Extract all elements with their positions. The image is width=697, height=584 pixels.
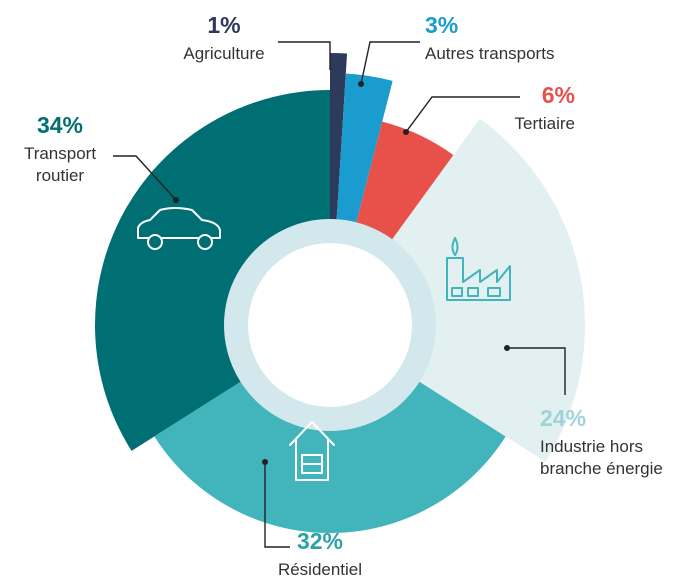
- category-label: Résidentiel: [277, 560, 363, 579]
- category-label: Transport routier: [23, 144, 97, 185]
- value-label: 1%: [207, 12, 241, 38]
- category-label: Tertiaire: [514, 114, 575, 133]
- value-label: 24%: [540, 405, 587, 431]
- category-label: Agriculture: [183, 44, 265, 63]
- pie-slice: [330, 118, 586, 462]
- value-label: 6%: [541, 82, 575, 108]
- category-label: Autres transports: [425, 44, 555, 63]
- value-label: 32%: [296, 528, 344, 554]
- house-icon: [289, 421, 335, 481]
- leader-lines: [113, 41, 566, 548]
- car-icon: [137, 207, 221, 250]
- factory-icon: [446, 237, 511, 301]
- category-label: Industrie hors branche énergie: [540, 437, 663, 478]
- donut-hole: [248, 243, 412, 407]
- value-label: 34%: [36, 112, 84, 138]
- value-label: 3%: [425, 12, 459, 38]
